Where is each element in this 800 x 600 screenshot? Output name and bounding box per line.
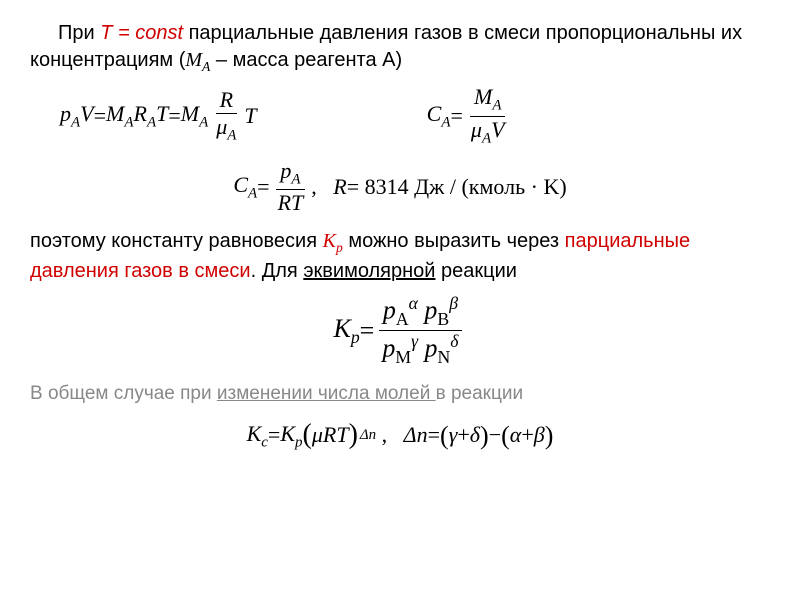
eq-pv: pAV = MARAT = MA R μA T [60, 89, 257, 143]
p1-rest2: – масса реагента А) [210, 49, 402, 71]
intro-paragraph: При T = const парциальные давления газов… [30, 20, 770, 76]
ma-sym: MA [185, 49, 210, 71]
eq-ca: CA = MA μAV [427, 86, 513, 146]
equation-kc: Kc = Kp ( μRT ) Δn , Δn = ( γ + δ ) − ( … [30, 416, 770, 454]
t-const: T = const [100, 22, 183, 44]
paragraph-3: В общем случае при изменении числа молей… [30, 381, 770, 407]
p1-lead: При [58, 22, 100, 44]
paragraph-2: поэтому константу равновесия Kp можно вы… [30, 228, 770, 284]
equation-kp: Kp = pAα pBβ pMγ pNδ [30, 295, 770, 367]
equation-row-2: CA = pA RT , R = 8314 Дж / (кмоль · K) [30, 160, 770, 214]
kp-symbol: Kp [323, 230, 343, 252]
equation-row-1: pAV = MARAT = MA R μA T CA = MA μAV [30, 86, 770, 146]
